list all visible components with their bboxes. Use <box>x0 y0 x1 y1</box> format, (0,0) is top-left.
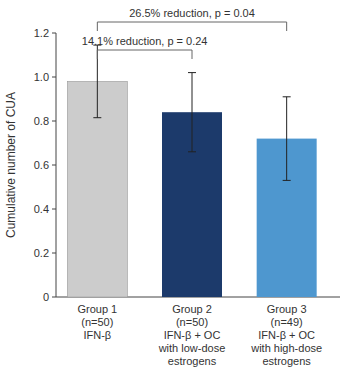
y-tick-label: 0 <box>43 291 49 303</box>
error-bar <box>283 97 291 181</box>
y-tick-label: 0.8 <box>34 115 49 127</box>
error-cap <box>188 72 196 73</box>
y-tick-label: 0.6 <box>34 159 49 171</box>
x-tick-label: (n=49) <box>271 316 303 328</box>
annotation: 14.1% reduction, p = 0.24 <box>82 35 208 47</box>
x-tick-label: with low-dose <box>158 342 226 354</box>
x-tick-label: Group 1 <box>77 303 117 315</box>
significance-bracket <box>97 50 192 59</box>
y-tick-label: 0.4 <box>34 203 49 215</box>
y-axis-label: Cumulative number of CUA <box>4 92 18 238</box>
error-bar <box>188 73 196 152</box>
annotation: 26.5% reduction, p = 0.04 <box>129 7 255 19</box>
error-cap <box>188 151 196 152</box>
y-tick <box>52 165 56 166</box>
bars <box>67 45 316 297</box>
x-tick-label: (n=50) <box>81 316 113 328</box>
significance-bracket <box>97 22 286 31</box>
bracket-line <box>97 22 286 31</box>
x-tick-label: estrogens <box>168 355 217 367</box>
error-cap <box>283 180 291 181</box>
error-line <box>192 73 193 152</box>
chart: 0 0.2 0.4 0.6 0.8 1.0 1.2 Cumulative number of … <box>0 0 357 368</box>
y-tick-label: 1.0 <box>34 71 49 83</box>
x-tick-label: Group 2 <box>172 303 212 315</box>
error-cap <box>93 117 101 118</box>
y-tick <box>52 297 56 298</box>
x-tick-label: with high-dose <box>250 342 322 354</box>
y-tick <box>52 33 56 34</box>
y-tick <box>52 209 56 210</box>
y-tick <box>52 121 56 122</box>
y-tick <box>52 253 56 254</box>
x-tick-label: Group 3 <box>267 303 307 315</box>
bracket-line <box>97 50 192 59</box>
x-tick-label: estrogens <box>263 355 312 367</box>
y-tick <box>52 77 56 78</box>
x-tick-label: IFN-β + OC <box>258 329 315 341</box>
x-tick-label: IFN-β <box>83 329 111 341</box>
y-tick-label: 0.2 <box>34 247 49 259</box>
x-tick-label: IFN-β + OC <box>164 329 221 341</box>
y-tick-label: 1.2 <box>34 27 49 39</box>
error-line <box>286 97 287 181</box>
error-cap <box>283 96 291 97</box>
x-tick-label: (n=50) <box>176 316 208 328</box>
